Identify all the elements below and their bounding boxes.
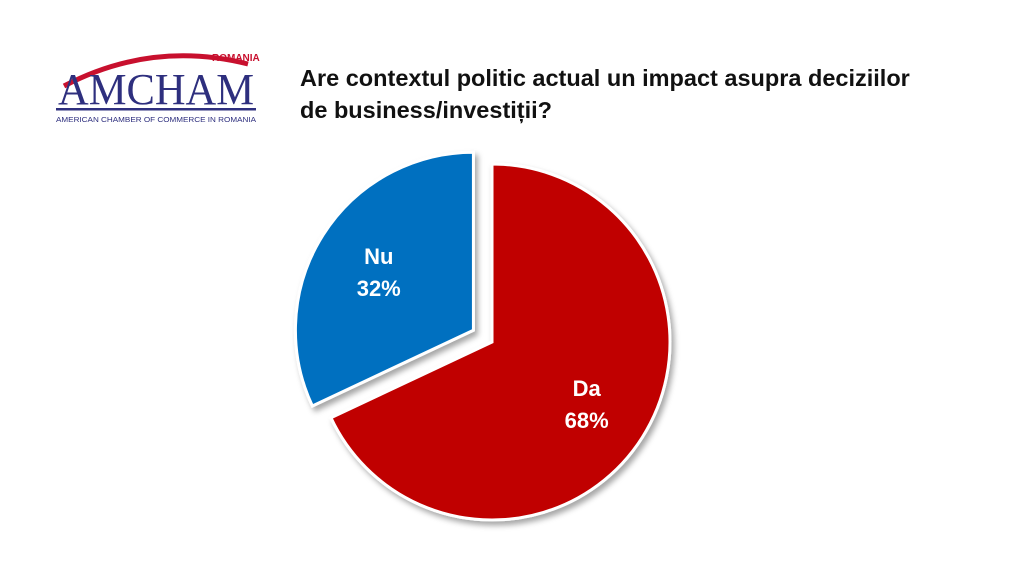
amcham-logo-graphic: ROMANIA AMCHAM AMERICAN CHAMBER OF COMME… [56,53,260,124]
chart-title: Are contextul politic actual un impact a… [300,62,1000,126]
logo-country: ROMANIA [212,53,260,64]
chart-title-line-2: de business/investiții? [300,97,553,123]
slice-label-nu: Nu [364,244,393,269]
pie-slice-nu [293,150,475,408]
amcham-logo: ROMANIA AMCHAM AMERICAN CHAMBER OF COMME… [52,46,264,128]
slice-value-nu: 32% [357,276,401,301]
logo-tagline: AMERICAN CHAMBER OF COMMERCE IN ROMANIA [56,115,257,124]
logo-underline [56,108,256,111]
slice-value-da: 68% [565,408,609,433]
logo-swoosh [62,53,249,89]
pie-slice-da [328,162,672,522]
slice-label-da: Da [573,376,602,401]
logo-wordmark: AMCHAM [58,65,254,114]
chart-title-line-1: Are contextul politic actual un impact a… [300,65,910,91]
